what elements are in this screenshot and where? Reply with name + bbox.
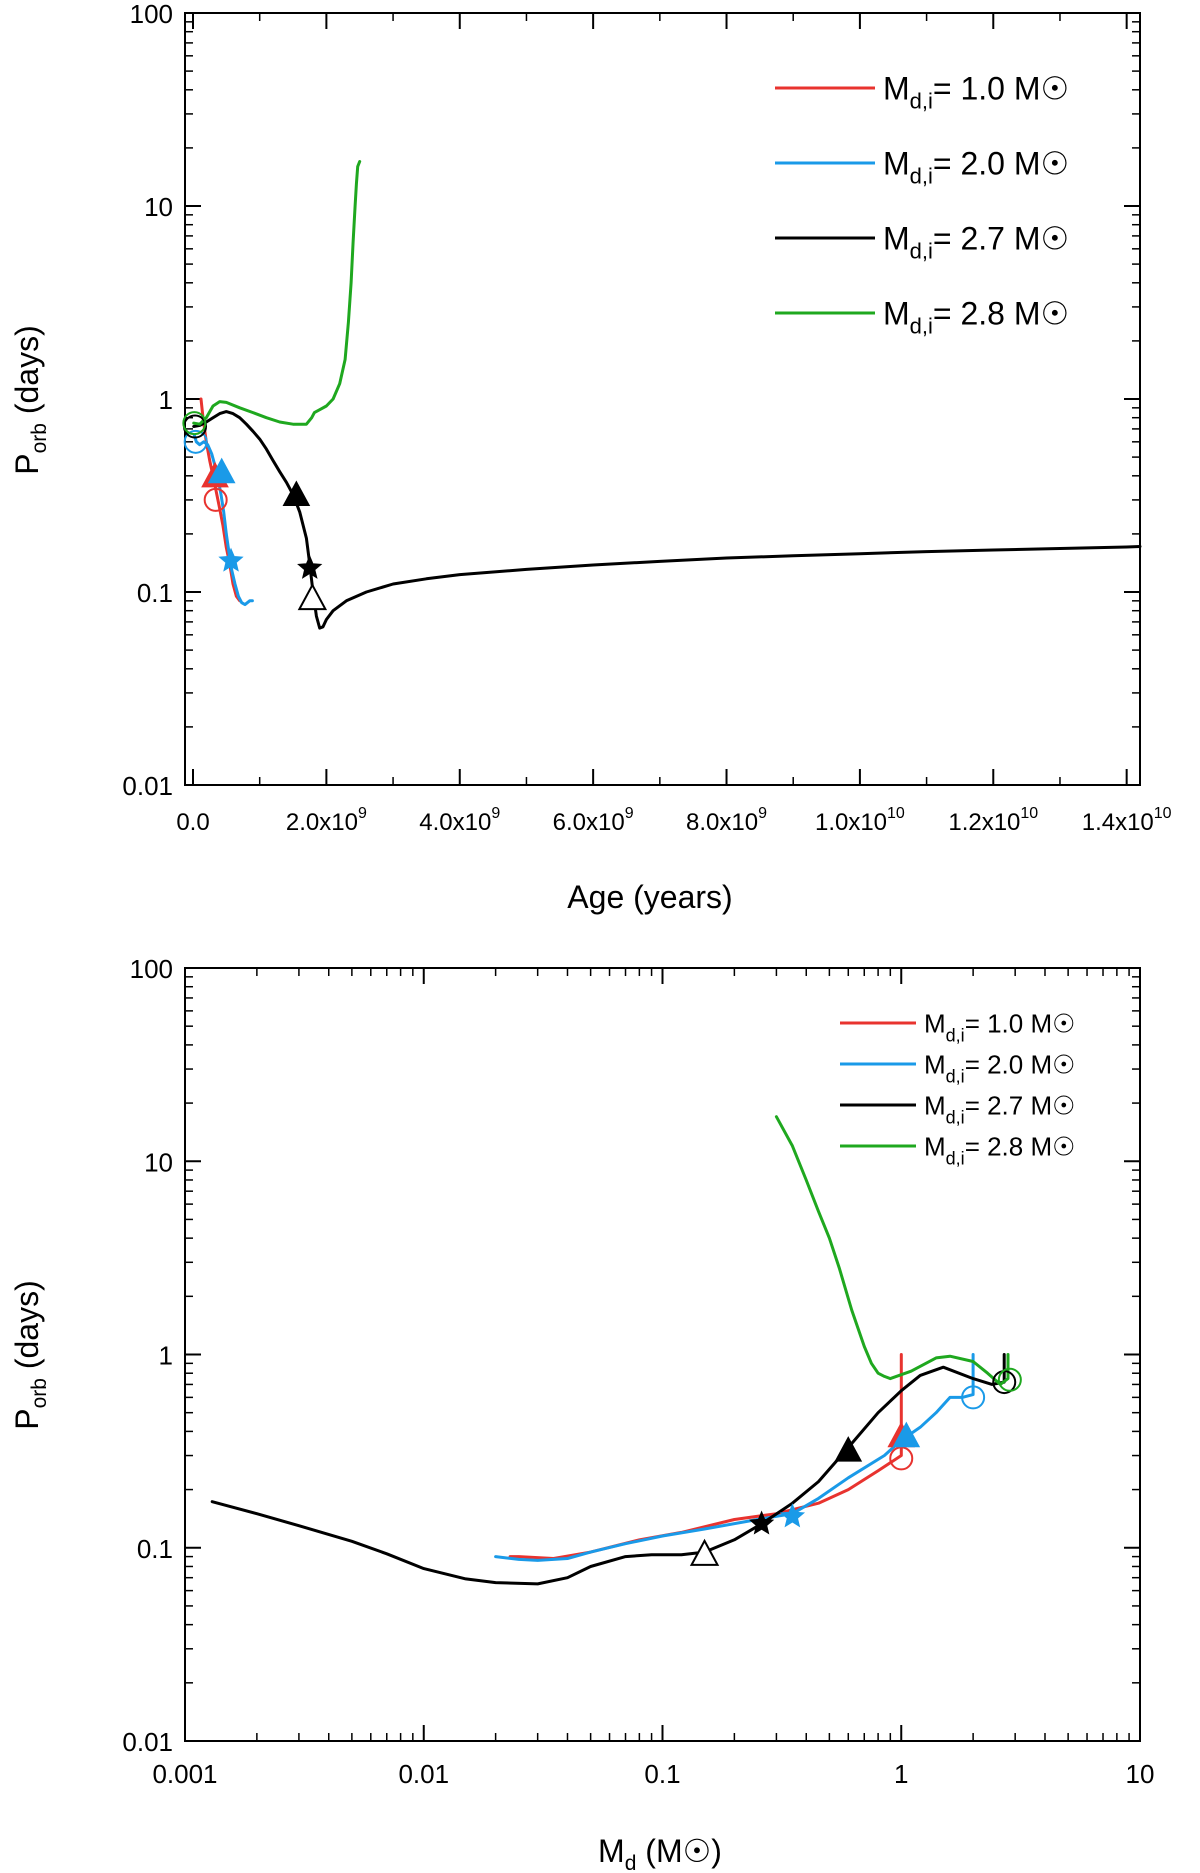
- bottom-x-tick-labels: 0.001 0.01 0.1 1 10: [152, 1759, 1154, 1789]
- legend-label-1: Md,i= 1.0 M☉: [924, 1008, 1075, 1045]
- legend-label-4: Md,i= 2.8 M☉: [924, 1131, 1075, 1168]
- series-1-open-circle-marker: [203, 487, 228, 512]
- series-3-star-marker: [297, 554, 323, 579]
- series-3-filled-triangle-marker: [282, 480, 311, 507]
- x-tick-label: 0.0: [176, 809, 209, 836]
- legend-label-2: Md,i= 2.0 M☉: [924, 1049, 1075, 1086]
- series-2-filled-triangle-marker: [892, 1421, 921, 1448]
- series-line-4: [774, 1115, 1010, 1386]
- y-tick-label: 1: [159, 1341, 173, 1371]
- bottom-ticks: [184, 967, 1141, 1742]
- series-line-2: [192, 433, 254, 607]
- y-tick-label: 100: [130, 0, 173, 29]
- y-tick-label: 100: [130, 954, 173, 984]
- series-4-open-circle-marker: [182, 411, 207, 436]
- y-tick-label: 0.1: [137, 578, 173, 608]
- top-markers: [182, 411, 328, 611]
- x-tick-label: 8.0x109: [686, 805, 767, 836]
- bottom-x-axis-label: Md (M☉): [598, 1833, 722, 1873]
- top-series: [192, 160, 1142, 630]
- x-tick-label: 6.0x109: [553, 805, 634, 836]
- x-tick-label: 0.001: [152, 1759, 217, 1789]
- bottom-markers: [689, 1367, 1022, 1566]
- top-panel: 0.01 0.1 1 10 100 0.0 2.0x109 4.0x109 6.0x109 8.…: [9, 0, 1172, 915]
- x-tick-label: 4.0x109: [419, 805, 500, 836]
- series-line-2: [494, 1353, 975, 1562]
- x-tick-label: 10: [1126, 1759, 1155, 1789]
- top-x-tick-labels: 0.0 2.0x109 4.0x109 6.0x109 8.0x109 1.0x1010 1…: [176, 805, 1171, 836]
- legend-label-4: Md,i= 2.8 M☉: [883, 296, 1069, 339]
- top-legend: Md,i= 1.0 M☉ Md,i= 2.0 M☉ Md,i= 2.7 M☉ Md,i…: [775, 71, 1069, 339]
- series-2-open-circle-marker: [183, 429, 208, 454]
- y-tick-label: 0.01: [122, 1727, 173, 1757]
- series-1-open-circle-marker: [889, 1446, 914, 1471]
- legend-label-1: Md,i= 1.0 M☉: [883, 71, 1069, 114]
- top-x-axis-label: Age (years): [567, 879, 732, 915]
- x-tick-label: 1.0x1010: [815, 805, 905, 836]
- series-4-open-circle-marker: [997, 1367, 1022, 1392]
- y-tick-label: 0.01: [122, 771, 173, 801]
- series-line-4: [192, 160, 362, 426]
- y-tick-label: 10: [144, 192, 173, 222]
- y-tick-label: 10: [144, 1147, 173, 1177]
- y-tick-label: 1: [159, 385, 173, 415]
- legend-label-3: Md,i= 2.7 M☉: [883, 221, 1069, 264]
- series-3-open-triangle-marker: [689, 1538, 720, 1566]
- x-tick-label: 0.01: [398, 1759, 449, 1789]
- series-3-star-marker: [748, 1510, 775, 1535]
- bottom-series: [210, 1115, 1010, 1586]
- bottom-y-axis-label: Porb (days): [9, 1280, 51, 1430]
- y-tick-label: 0.1: [137, 1534, 173, 1564]
- x-tick-label: 1.2x1010: [948, 805, 1038, 836]
- top-y-axis-label: Porb (days): [9, 325, 51, 475]
- x-tick-label: 1: [894, 1759, 908, 1789]
- series-2-star-marker: [218, 547, 244, 572]
- series-3-filled-triangle-marker: [834, 1436, 863, 1462]
- series-2-open-circle-marker: [961, 1385, 986, 1410]
- series-line-3: [210, 1353, 1006, 1586]
- x-tick-label: 0.1: [644, 1759, 680, 1789]
- series-3-open-triangle-marker: [297, 582, 328, 611]
- series-2-star-marker: [779, 1503, 806, 1528]
- top-ticks: [185, 12, 1140, 786]
- series-2-filled-triangle-marker: [207, 457, 236, 484]
- legend-label-3: Md,i= 2.7 M☉: [924, 1090, 1075, 1127]
- x-tick-label: 1.4x1010: [1082, 805, 1172, 836]
- bottom-legend: Md,i= 1.0 M☉ Md,i= 2.0 M☉ Md,i= 2.7 M☉ Md,i…: [840, 1008, 1075, 1168]
- series-line-3: [192, 410, 1142, 630]
- bottom-y-tick-labels: 0.01 0.1 1 10 100: [122, 954, 173, 1757]
- legend-label-2: Md,i= 2.0 M☉: [883, 146, 1069, 189]
- x-tick-label: 2.0x109: [286, 805, 367, 836]
- top-y-tick-labels: 0.01 0.1 1 10 100: [122, 0, 173, 801]
